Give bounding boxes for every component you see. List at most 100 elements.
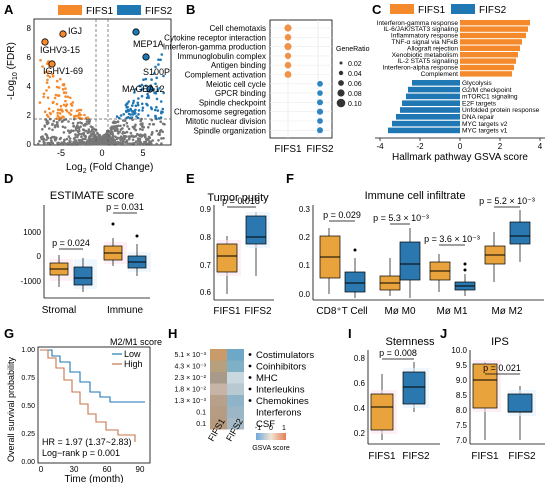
bar-down — [396, 114, 460, 120]
outlier-point — [463, 268, 467, 272]
panel-letter: G — [4, 326, 14, 341]
volcano-point — [74, 136, 77, 139]
pathway-label: G2/M checkpoint — [462, 87, 512, 94]
volcano-point — [54, 139, 57, 142]
panel-title: Immune cell infiltrate — [365, 190, 466, 202]
volcano-point — [138, 84, 141, 88]
volcano-point — [154, 82, 157, 86]
x-tick-label: 0 — [99, 148, 104, 158]
size-legend-title: GeneRatio — [336, 46, 370, 53]
row-label: Chemokines — [256, 396, 309, 407]
volcano-point — [82, 141, 86, 145]
pathway-label: MYC targets v1 — [462, 128, 508, 135]
volcano-point — [133, 91, 136, 94]
y-tick-label: 2 — [27, 111, 32, 120]
y-tick-label: 0.6 — [354, 379, 366, 388]
gene-point — [132, 28, 140, 36]
volcano-point — [140, 133, 143, 137]
panel-letter: F — [286, 171, 294, 186]
volcano-point — [41, 128, 44, 131]
volcano-point — [114, 141, 117, 145]
y-tick-label: -1000 — [21, 277, 42, 286]
volcano-point — [79, 108, 83, 112]
volcano-point — [114, 135, 117, 139]
volcano-point — [136, 137, 140, 140]
volcano-point — [45, 138, 48, 142]
volcano-point — [86, 139, 90, 142]
panel-letter: B — [186, 2, 195, 17]
row-label: CSF — [256, 419, 275, 430]
pathway-label: IL-6/JAK/STAT3 signaling — [383, 26, 458, 33]
column-label: FIFS1 — [206, 417, 227, 443]
legend-swatch-fifs2 — [117, 5, 141, 15]
x-tick-label: FIFS1 — [471, 451, 499, 462]
volcano-point — [79, 125, 82, 128]
volcano-point — [98, 134, 102, 137]
pathway-label: mTORC1 signaling — [462, 94, 518, 101]
significance-dot — [248, 364, 252, 368]
volcano-point — [154, 65, 157, 69]
volcano-point — [116, 120, 120, 124]
volcano-point — [134, 87, 138, 91]
volcano-point — [70, 104, 74, 107]
term-dot — [284, 24, 292, 32]
legend-label: FIFS2 — [145, 6, 173, 17]
panel-i: I Stemness 0.2 0.4 0.6 0.8 p = 0.008 FIF… — [348, 326, 440, 462]
volcano-point — [82, 128, 86, 132]
volcano-point — [52, 100, 55, 104]
bar-down — [402, 100, 460, 106]
volcano-point — [161, 107, 165, 111]
volcano-point — [70, 109, 73, 112]
x-tick-label: Mø M2 — [491, 306, 523, 317]
bar-up — [460, 58, 516, 64]
pathway-label: Allograft rejection — [407, 45, 458, 52]
x-axis-ticks: -4 -2 0 2 4 — [376, 138, 543, 151]
volcano-point — [61, 115, 64, 118]
volcano-point — [115, 115, 119, 118]
size-legend-dot — [339, 61, 343, 65]
volcano-point — [162, 74, 165, 78]
volcano-point — [144, 136, 147, 139]
p-value-label: p = 0.031 — [106, 202, 144, 212]
volcano-point — [125, 110, 128, 113]
volcano-point — [160, 111, 163, 115]
volcano-point — [127, 127, 131, 131]
row-p-value: 1.3 × 10⁻³ — [174, 398, 206, 405]
volcano-point — [47, 85, 51, 89]
volcano-point — [64, 91, 68, 94]
volcano-point — [68, 139, 71, 143]
x-tick-label: 60 — [103, 465, 112, 474]
volcano-point — [72, 129, 75, 133]
volcano-point — [66, 95, 70, 99]
term-label: Meiotic cell cycle — [206, 80, 267, 89]
gene-label: IGHV1-69 — [43, 66, 83, 76]
volcano-point — [157, 63, 160, 66]
box-fifs1 — [472, 363, 498, 409]
volcano-point — [126, 102, 129, 105]
gene-point — [48, 60, 56, 68]
volcano-point — [121, 142, 125, 146]
volcano-point — [38, 101, 42, 104]
volcano-point — [51, 72, 54, 76]
volcano-point — [150, 142, 153, 145]
legend-swatch-fifs1 — [58, 5, 82, 15]
x-tick-label: Mø M0 — [384, 306, 416, 317]
pathway-label: Xenobiotic metabolism — [392, 52, 459, 59]
y-tick-label: 0 — [37, 252, 42, 261]
volcano-point — [113, 129, 117, 133]
volcano-point — [155, 142, 158, 146]
size-legend-label: 0.06 — [348, 81, 362, 88]
volcano-point — [144, 84, 148, 88]
y-tick-label: 1.00 — [21, 347, 35, 354]
volcano-point — [141, 106, 145, 110]
volcano-point — [47, 107, 51, 110]
pathway-label: Unfolded protein response — [462, 107, 540, 114]
volcano-point — [43, 71, 47, 74]
panel-d: D ESTIMATE score 1000 0 -1000 p = 0.024 … — [4, 171, 151, 316]
y-tick-label: 8.5 — [456, 391, 468, 400]
volcano-point — [141, 109, 144, 112]
volcano-point — [110, 126, 113, 130]
volcano-point — [109, 130, 112, 133]
bar-down — [406, 93, 460, 100]
volcano-point — [121, 127, 124, 130]
